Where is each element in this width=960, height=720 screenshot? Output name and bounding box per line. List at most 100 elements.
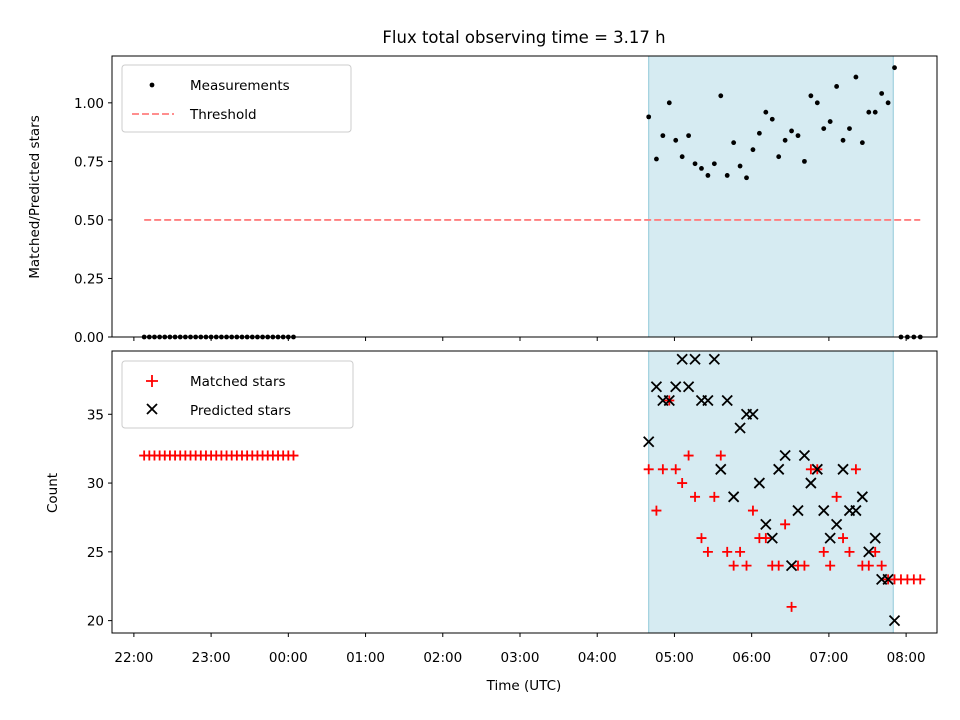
measurement-point <box>711 161 717 167</box>
matched-star-marker <box>735 546 746 557</box>
y-tick-label: 0.50 <box>74 213 104 229</box>
matched-star-marker <box>838 533 849 544</box>
measurement-point <box>692 161 698 167</box>
measurement-point <box>808 93 814 99</box>
matched-star-marker <box>670 464 681 475</box>
measurement-point <box>802 158 807 164</box>
measurement-point <box>718 93 724 99</box>
predicted-star-marker <box>670 381 682 393</box>
x-tick-label: 01:00 <box>346 650 385 666</box>
matched-star-marker <box>786 601 797 612</box>
predicted-star-marker <box>747 408 759 420</box>
y-tick-label: 0.25 <box>74 271 104 287</box>
predicted-star-marker <box>773 463 785 475</box>
measurement-point <box>879 91 885 96</box>
measurement-point <box>853 74 859 80</box>
predicted-star-marker <box>676 353 688 365</box>
matched-star-marker <box>702 546 713 557</box>
matched-star-marker <box>715 450 726 461</box>
measurement-point <box>892 65 897 71</box>
matched-stars-legend-label: Matched stars <box>190 374 286 390</box>
predicted-star-marker <box>798 449 811 462</box>
predicted-star-marker <box>785 559 798 572</box>
matched-star-marker <box>844 546 855 557</box>
matched-star-marker <box>780 519 791 530</box>
bottom-shaded-region <box>648 350 894 634</box>
predicted-star-marker <box>708 353 720 365</box>
matched-star-marker <box>747 505 758 516</box>
x-tick-label: 04:00 <box>578 650 617 666</box>
measurement-point <box>834 84 840 89</box>
measurement-point <box>666 100 672 106</box>
measurements-legend-label: Measurements <box>190 78 290 94</box>
predicted-star-marker <box>863 546 875 558</box>
top-x-ticks <box>133 337 907 341</box>
x-tick-label: 06:00 <box>732 650 771 666</box>
x-tick-label: 03:00 <box>501 650 540 666</box>
figure-title: Flux total observing time = 3.17 h <box>382 28 665 47</box>
measurement-point <box>776 154 782 160</box>
bottom-panel: 20 25 30 35 22:00 23:00 00:00 01:00 02:00 03:00 0… <box>45 350 938 694</box>
predicted-star-marker <box>869 532 881 544</box>
top-legend: Measurements Threshold <box>121 64 352 133</box>
predicted-star-marker <box>753 477 766 489</box>
y-tick-label: 25 <box>87 545 104 561</box>
matched-star-marker <box>690 491 701 502</box>
matched-star-marker <box>709 491 720 502</box>
y-tick-label: 35 <box>87 407 104 423</box>
measurement-point <box>859 140 865 146</box>
measurement-point <box>686 133 691 139</box>
predicted-star-marker <box>818 504 830 517</box>
measurement-point <box>673 137 679 143</box>
matched-star-marker <box>722 546 733 557</box>
matched-star-marker <box>799 560 810 571</box>
matched-star-marker <box>657 464 668 475</box>
measurement-point <box>795 133 801 139</box>
y-tick-label: 0.00 <box>74 330 104 346</box>
bottom-x-ticks: 22:00 23:00 00:00 01:00 02:00 03:00 04:00 05:00… <box>114 633 926 666</box>
predicted-star-marker <box>702 394 714 407</box>
predicted-star-marker <box>837 463 849 475</box>
measurement-point <box>847 126 852 131</box>
x-tick-label: 23:00 <box>192 650 231 666</box>
matched-star-marker <box>651 505 662 516</box>
predicted-star-marker <box>779 449 791 462</box>
measurement-point <box>866 109 872 115</box>
x-tick-label: 22:00 <box>114 650 153 666</box>
matched-star-marker <box>831 491 842 502</box>
measurement-point <box>699 166 704 171</box>
top-y-ticks: 0.00 0.25 0.50 0.75 1.00 <box>74 96 112 346</box>
x-tick-label: 00:00 <box>269 650 308 666</box>
top-panel: 0.00 0.25 0.50 0.75 1.00 Matched/Predicted s… <box>27 55 938 346</box>
y-tick-label: 0.75 <box>74 154 104 170</box>
predicted-star-marker <box>643 436 655 448</box>
matched-star-marker <box>288 450 299 461</box>
measurement-point <box>654 156 659 162</box>
measurements-legend-marker <box>149 82 155 88</box>
matched-star-marker <box>850 464 861 475</box>
predicted-star-marker <box>650 381 663 393</box>
matched-star-marker <box>677 478 688 489</box>
predicted-star-marker <box>856 491 868 503</box>
matched-star-marker <box>760 533 771 544</box>
measurement-point <box>840 137 846 143</box>
predicted-star-marker <box>882 573 894 585</box>
measurement-point <box>724 173 730 178</box>
y-tick-label: 30 <box>87 476 104 492</box>
top-axes-frame <box>111 55 938 338</box>
predicted-star-marker <box>728 491 740 503</box>
predicted-stars-legend-label: Predicted stars <box>190 403 291 419</box>
measurement-point <box>814 100 820 106</box>
measurement-point <box>737 163 743 169</box>
predicted-star-marker <box>734 422 746 434</box>
predicted-star-marker <box>792 504 804 517</box>
matched-stars-legend-marker <box>146 375 158 387</box>
x-axis-label: Time (UTC) <box>486 678 562 694</box>
matched-star-marker <box>825 560 836 571</box>
y-tick-label: 20 <box>87 614 104 630</box>
measurement-point <box>756 130 762 136</box>
y-tick-label: 1.00 <box>74 96 104 112</box>
measurement-point <box>769 116 775 122</box>
measurement-point <box>885 100 891 106</box>
measurement-point <box>821 126 827 131</box>
